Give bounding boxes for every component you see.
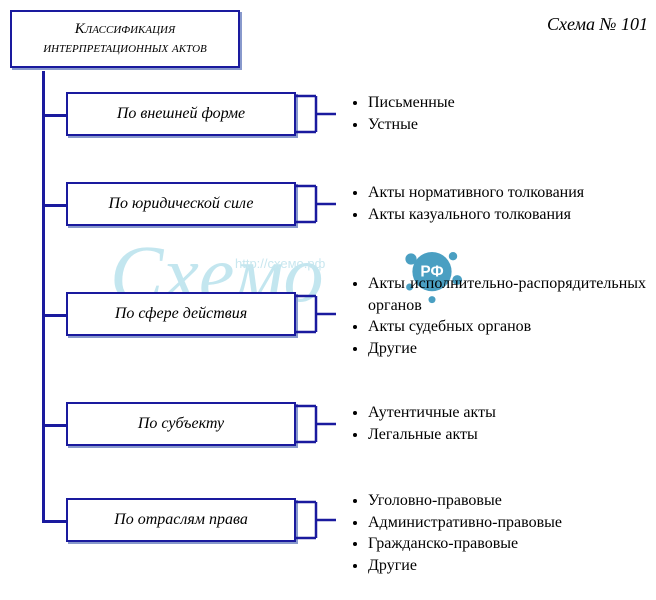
list-item: Гражданско-правовые [368, 533, 646, 555]
list-item: Другие [368, 338, 646, 360]
watermark-url: http://схемо.рф [235, 256, 325, 271]
list-item: Легальные акты [368, 424, 646, 446]
category-box: По субъекту [66, 402, 296, 446]
main-stem [42, 71, 45, 521]
branch-connector [42, 314, 66, 317]
bracket-connector [296, 182, 336, 226]
title-box: Классификация интерпретационных актов [10, 10, 240, 68]
title-line-1: Классификация [18, 20, 232, 39]
list-item: Акты исполнительно-распорядительных орга… [368, 273, 646, 316]
title-line-2: интерпретационных актов [18, 39, 232, 58]
category-box: По юридической силе [66, 182, 296, 226]
category-items: Акты исполнительно-распорядительных орга… [346, 273, 646, 359]
list-item: Акты нормативного толкования [368, 182, 646, 204]
bracket-connector [296, 402, 336, 446]
bracket-connector [296, 92, 336, 136]
category-box: По внешней форме [66, 92, 296, 136]
list-item: Письменные [368, 92, 646, 114]
branch-connector [42, 114, 66, 117]
branch-connector [42, 204, 66, 207]
scheme-number: Схема № 101 [547, 14, 648, 35]
list-item: Другие [368, 555, 646, 577]
bracket-connector [296, 292, 336, 336]
list-item: Уголовно-правовые [368, 490, 646, 512]
category-items: Акты нормативного толкованияАкты казуаль… [346, 182, 646, 225]
category-label: По сфере действия [115, 305, 247, 323]
category-label: По отраслям права [114, 511, 248, 529]
category-items: ПисьменныеУстные [346, 92, 646, 135]
list-item: Административно-правовые [368, 512, 646, 534]
category-label: По юридической силе [108, 195, 253, 213]
category-label: По внешней форме [117, 105, 245, 123]
branch-connector [42, 520, 66, 523]
bracket-connector [296, 498, 336, 542]
list-item: Акты казуального толкования [368, 204, 646, 226]
list-item: Аутентичные акты [368, 402, 646, 424]
category-items: Аутентичные актыЛегальные акты [346, 402, 646, 445]
category-label: По субъекту [138, 415, 224, 433]
branch-connector [42, 424, 66, 427]
category-box: По сфере действия [66, 292, 296, 336]
category-items: Уголовно-правовыеАдминистративно-правовы… [346, 490, 646, 576]
list-item: Акты судебных органов [368, 316, 646, 338]
category-box: По отраслям права [66, 498, 296, 542]
list-item: Устные [368, 114, 646, 136]
